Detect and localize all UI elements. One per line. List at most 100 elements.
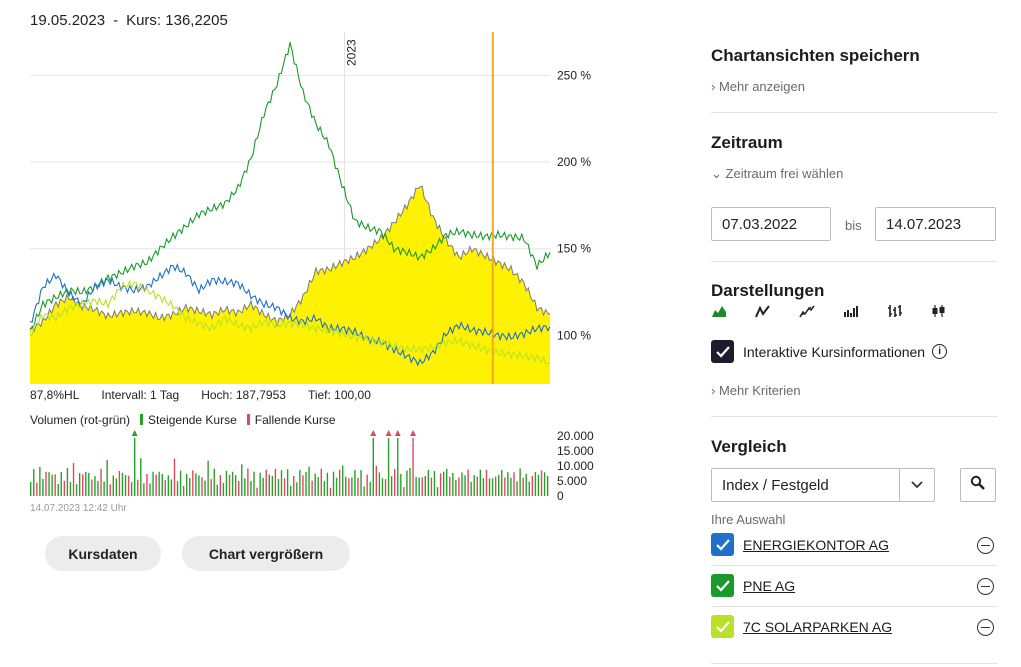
volume-tick-label: 0 bbox=[557, 489, 564, 503]
date-to-input[interactable]: 14.07.2023 bbox=[875, 207, 996, 241]
zeitraum-frei-link[interactable]: ⌄ Zeitraum frei wählen bbox=[711, 166, 997, 182]
volume-bar bbox=[100, 468, 102, 496]
volume-bar bbox=[522, 477, 524, 496]
mehr-kriterien-link[interactable]: › Mehr Kriterien bbox=[711, 383, 997, 398]
volume-bar bbox=[262, 477, 264, 496]
volume-bar bbox=[33, 469, 35, 496]
stat-hl: 87,8%HL bbox=[30, 388, 80, 402]
volume-bar bbox=[112, 475, 114, 496]
comparison-item[interactable]: ENERGIEKONTOR AG bbox=[711, 533, 889, 556]
bar-chart-icon[interactable] bbox=[843, 304, 887, 323]
volume-bar bbox=[525, 473, 527, 496]
volume-bar bbox=[222, 482, 225, 496]
volume-bar bbox=[390, 476, 393, 496]
mehr-anzeigen-label: Mehr anzeigen bbox=[718, 79, 805, 94]
area-chart-icon[interactable] bbox=[711, 304, 755, 323]
volume-bar bbox=[78, 473, 81, 496]
volume-bar bbox=[409, 467, 411, 496]
comparison-link-7c[interactable]: 7C SOLARPARKEN AG bbox=[743, 618, 893, 635]
volume-bar bbox=[231, 471, 234, 496]
remove-icon[interactable] bbox=[977, 619, 994, 636]
volume-bar bbox=[403, 487, 405, 496]
volume-bar bbox=[357, 477, 359, 496]
volume-bar bbox=[72, 463, 75, 496]
volume-bar bbox=[173, 458, 176, 496]
volume-bar bbox=[42, 478, 44, 496]
volume-bar bbox=[501, 469, 503, 496]
line-chart-icon[interactable] bbox=[755, 304, 799, 323]
comparison-link-pne[interactable]: PNE AG bbox=[743, 577, 796, 594]
volume-bar bbox=[186, 474, 188, 496]
zeitraum-section: Zeitraum bbox=[711, 133, 997, 153]
info-icon[interactable]: i bbox=[932, 344, 948, 359]
year-label: 2023 bbox=[345, 39, 359, 66]
stat-low: Tief: 100,00 bbox=[307, 388, 371, 402]
volume-bar bbox=[317, 477, 319, 496]
volume-bar bbox=[39, 466, 41, 496]
kursdaten-button[interactable]: Kursdaten bbox=[45, 536, 161, 571]
comparison-item[interactable]: 7C SOLARPARKEN AG bbox=[711, 615, 892, 638]
comparison-item[interactable]: PNE AG bbox=[711, 574, 795, 597]
chevron-down-icon[interactable] bbox=[899, 469, 934, 501]
volume-bar bbox=[384, 479, 387, 496]
volume-tick-label: 15.000 bbox=[557, 444, 594, 458]
interactive-info-label: Interaktive Kursinformationen bbox=[743, 343, 926, 360]
volume-bar bbox=[314, 473, 316, 496]
comparison-link-energiekontor[interactable]: ENERGIEKONTOR AG bbox=[743, 536, 889, 553]
volume-bar bbox=[75, 484, 78, 496]
volume-bar bbox=[360, 470, 362, 496]
mehr-anzeigen-link[interactable]: › Mehr anzeigen bbox=[711, 79, 997, 94]
chart-header: 19.05.2023- Kurs: 136,2205 bbox=[30, 12, 228, 29]
price-chart[interactable]: 250 % 200 % 150 % 100 % 2023 bbox=[29, 32, 620, 384]
volume-bar bbox=[247, 468, 249, 496]
volume-bar bbox=[213, 468, 215, 496]
volume-bar bbox=[155, 474, 157, 496]
volume-bar bbox=[204, 480, 206, 496]
volume-spike-arrow bbox=[385, 430, 392, 436]
y-tick-label: 150 % bbox=[557, 242, 591, 256]
volume-bar bbox=[299, 469, 301, 496]
legend-down: Fallende Kurse bbox=[246, 413, 336, 427]
divider bbox=[711, 565, 997, 566]
volume-bar bbox=[94, 476, 96, 496]
volume-bar bbox=[85, 471, 87, 496]
legend-down-marker bbox=[246, 414, 250, 425]
compare-select[interactable]: Index / Festgeld bbox=[711, 468, 935, 502]
volume-bar bbox=[504, 477, 506, 496]
remove-icon[interactable] bbox=[977, 578, 994, 595]
date-from-input[interactable]: 07.03.2022 bbox=[711, 207, 831, 241]
volume-bar bbox=[36, 482, 38, 496]
volume-bar bbox=[51, 474, 53, 496]
comparison-checkbox-pne[interactable] bbox=[711, 574, 734, 597]
comparison-checkbox-7c[interactable] bbox=[711, 615, 734, 638]
volume-bar bbox=[400, 473, 402, 496]
volume-bar bbox=[137, 479, 139, 496]
volume-bar bbox=[519, 468, 521, 496]
volume-bar bbox=[225, 470, 228, 496]
volume-bar bbox=[424, 476, 426, 496]
volume-bar bbox=[167, 475, 170, 496]
interactive-info-checkbox[interactable] bbox=[711, 340, 734, 363]
interactive-info-row[interactable]: Interaktive Kursinformationen i bbox=[711, 340, 948, 363]
chart-enlarge-button[interactable]: Chart vergrößern bbox=[182, 536, 350, 571]
search-button[interactable] bbox=[960, 468, 996, 502]
ohlc-chart-icon[interactable] bbox=[887, 304, 931, 323]
volume-bar bbox=[161, 473, 163, 496]
volume-bar bbox=[442, 471, 445, 496]
comparison-checkbox-energiekontor[interactable] bbox=[711, 533, 734, 556]
compare-select-value: Index / Festgeld bbox=[722, 476, 829, 494]
volume-bar bbox=[449, 476, 451, 496]
volume-bar bbox=[103, 481, 105, 496]
volume-bar bbox=[513, 472, 515, 496]
volume-bar bbox=[253, 471, 255, 496]
volume-bar bbox=[329, 487, 332, 496]
volume-bar bbox=[198, 475, 200, 496]
volume-bar bbox=[48, 472, 50, 496]
volume-bar bbox=[143, 483, 145, 496]
chevron-right-icon: › bbox=[711, 79, 716, 94]
volume-bar bbox=[115, 478, 118, 496]
hlc-chart-icon[interactable] bbox=[799, 304, 843, 323]
remove-icon[interactable] bbox=[977, 537, 994, 554]
candlestick-chart-icon[interactable] bbox=[931, 304, 975, 323]
legend-down-label: Fallende Kurse bbox=[254, 413, 336, 427]
